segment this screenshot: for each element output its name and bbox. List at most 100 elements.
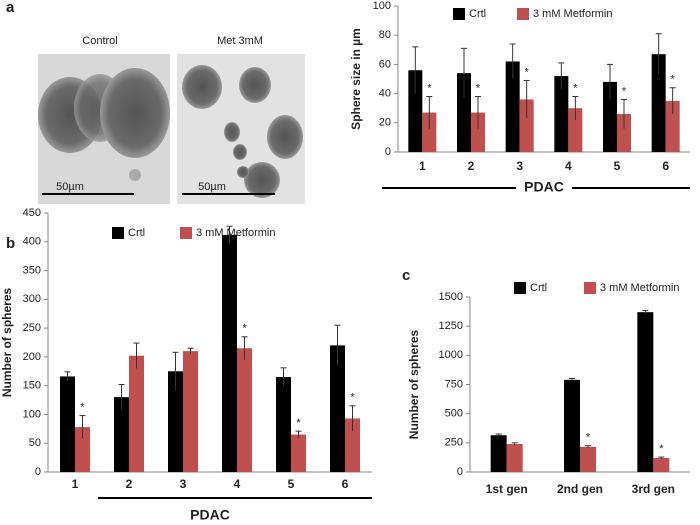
bar [183,351,198,472]
y-tick-label: 300 [23,293,41,305]
bar [330,345,345,472]
bar [75,427,90,472]
y-tick-label: 350 [23,264,41,276]
bar [554,76,569,152]
significance-marker: * [476,82,481,94]
bar [603,81,617,152]
bar [580,446,596,472]
bar [422,112,437,152]
legend-swatch [584,282,596,294]
bar [519,99,534,152]
x-tick-label: 6 [342,477,349,491]
bar [568,108,583,152]
panel-label: c [402,267,410,284]
y-tick-label: 250 [23,322,41,334]
x-tick-label: 4 [565,159,572,173]
y-tick-label: 80 [379,29,391,41]
bar [291,434,306,472]
significance-marker: * [525,66,530,78]
y-tick-label: 1500 [439,291,463,303]
scale-label: 50µm [198,181,226,193]
legend-label: Crtl [128,227,145,239]
scale-label: 50µm [56,181,84,193]
bar [345,418,360,472]
bar [490,435,507,472]
x-axis-label: PDAC [524,179,564,195]
x-tick-label: 3rd gen [632,482,675,496]
bar [457,73,471,152]
y-tick-label: 0 [35,466,41,478]
x-tick-label: 2 [126,477,133,491]
y-tick-label: 40 [379,88,391,100]
legend-label: Crtl [469,8,486,20]
y-tick-label: 400 [23,236,41,248]
x-tick-label: 4 [234,477,241,491]
micrograph-control: Control 50µm [38,35,170,204]
bar [114,397,129,472]
significance-marker: * [622,85,627,97]
y-tick-label: 0 [385,146,391,158]
significance-marker: * [586,432,591,444]
y-tick-label: 20 [379,117,391,129]
bar [276,377,291,472]
y-tick-label: 250 [445,437,463,449]
y-tick-label: 100 [23,408,41,420]
legend-label: 3 mM Metformin [600,282,679,294]
x-tick-label: 1 [419,159,426,173]
bar [60,376,75,472]
bar [506,444,523,472]
legend-label: 3 mM Metformin [533,8,612,20]
bar [653,458,670,472]
bar [129,355,144,472]
y-tick-label: 50 [29,437,41,449]
y-tick-label: 1250 [439,320,463,332]
x-tick-label: 1st gen [486,482,528,496]
y-tick-label: 150 [23,380,41,392]
x-label-bg [516,179,572,197]
image-label: Met 3mM [217,35,263,47]
bar [637,312,654,472]
x-tick-label: 6 [662,159,669,173]
y-tick-label: 450 [23,207,41,219]
significance-marker: * [296,417,301,429]
y-tick-label: 60 [379,58,391,70]
y-tick-label: 200 [23,351,41,363]
y-tick-label: 1000 [439,349,463,361]
x-tick-label: 1 [72,477,79,491]
image-label: Control [82,35,117,47]
legend-swatch [112,227,124,239]
x-tick-label: 5 [614,159,621,173]
bar [617,114,631,152]
legend-swatch [517,8,529,20]
x-axis-label: PDAC [190,507,230,523]
bar [237,348,252,472]
legend-swatch [514,282,526,294]
bar [222,234,237,472]
significance-marker: * [671,74,676,86]
bar [408,70,423,152]
y-tick-label: 0 [457,466,463,478]
significance-marker: * [242,323,247,335]
bar [665,100,680,152]
y-axis-label: Sphere size in µm [349,28,363,130]
micrograph-metformin: Met 3mM 50µm [177,35,305,204]
significance-marker: * [573,82,578,94]
legend-swatch [453,8,465,20]
bar [651,54,666,152]
bar [168,371,183,472]
x-tick-label: 5 [288,477,295,491]
y-axis-label: Number of spheres [0,287,14,397]
legend-label: Crtl [530,282,547,294]
x-tick-label: 3 [516,159,523,173]
bar [471,112,485,152]
y-tick-label: 500 [445,408,463,420]
significance-marker: * [80,402,85,414]
y-tick-label: 100 [373,0,391,12]
legend-label: 3 mM Metformin [196,227,275,239]
bar [564,379,580,472]
significance-marker: * [427,82,432,94]
significance-marker: * [659,443,664,455]
x-tick-label: 3 [180,477,187,491]
y-axis-label: Number of spheres [407,329,421,439]
